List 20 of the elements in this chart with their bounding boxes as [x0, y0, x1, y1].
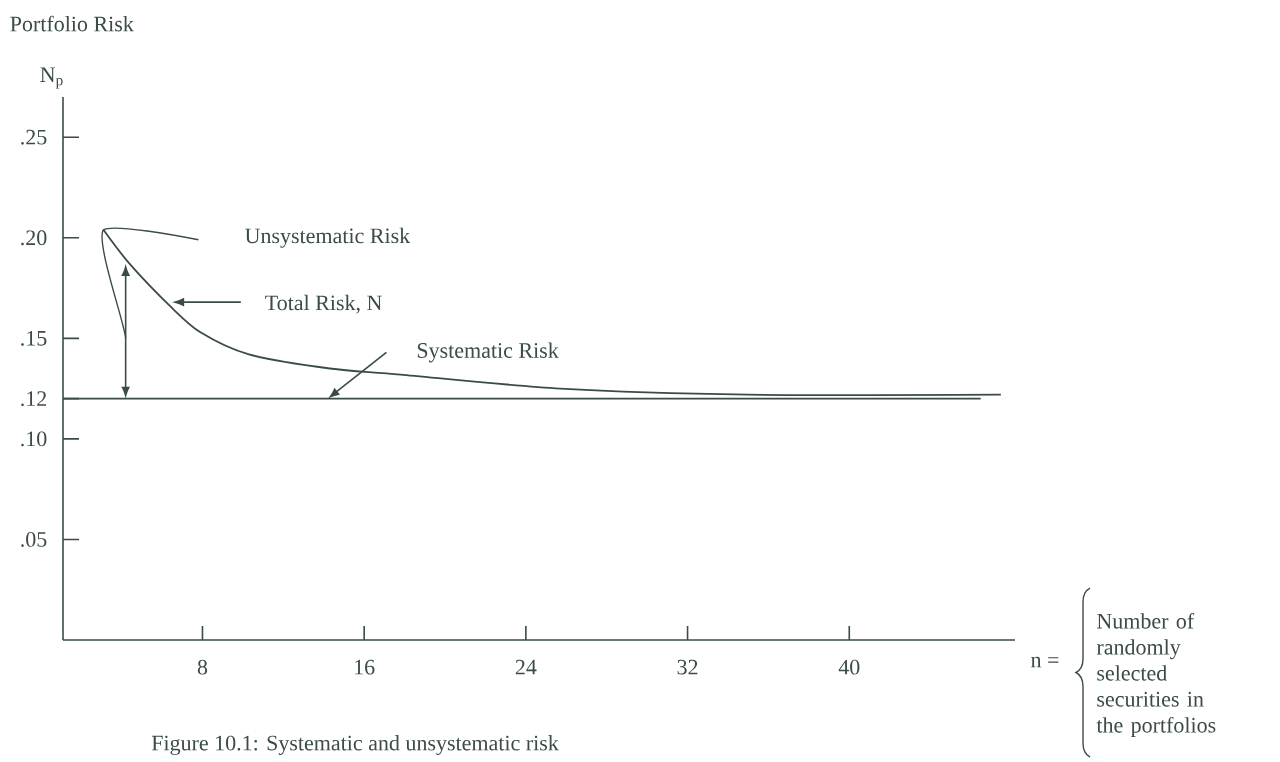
- y-tick-label: .12: [21, 391, 47, 406]
- x-tick-label: 8: [197, 659, 208, 675]
- annotation: Unsystematic Risk: [245, 227, 411, 248]
- caption: Figure 10.1: Systematic and unsystematic risk: [151, 734, 559, 755]
- text: n =: [1031, 656, 1059, 668]
- text: N$_{p}$: [40, 67, 63, 89]
- y-tick-label: .05: [21, 531, 47, 547]
- ref-line-label: Systematic Risk: [417, 342, 559, 363]
- x-tick-label: 40: [838, 659, 860, 675]
- x-tick-label: 24: [515, 659, 537, 675]
- x-tick-label: 16: [355, 659, 375, 675]
- y-tick-label: .25: [21, 129, 47, 145]
- annotation: Total Risk, N: [265, 294, 382, 314]
- y-tick-label: .10: [21, 431, 47, 447]
- y-tick-label: .20: [21, 230, 47, 246]
- x-tick-label: 32: [677, 659, 698, 675]
- y-tick-label: .15: [21, 330, 47, 346]
- x-axis-title: Number of randomly selected securities in the portfolios: [1096, 612, 1216, 737]
- line-series: [102, 228, 1002, 396]
- y-axis-title: Portfolio Risk: [10, 15, 134, 32]
